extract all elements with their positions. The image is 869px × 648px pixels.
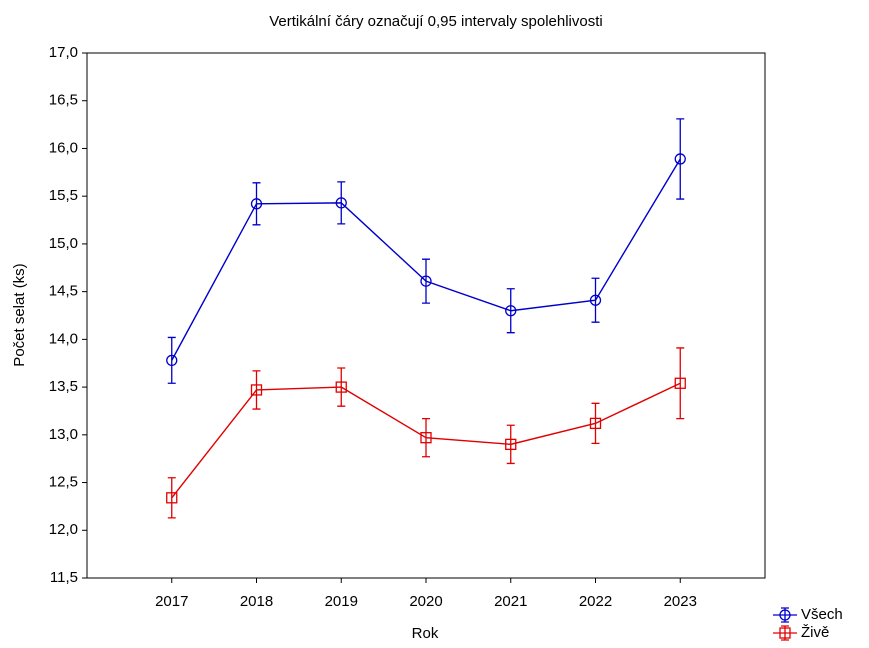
y-tick-label: 12,5	[49, 474, 78, 491]
error-bar	[422, 417, 430, 458]
error-bar	[252, 370, 261, 410]
error-bar	[506, 288, 515, 334]
marker	[674, 153, 686, 165]
x-tick-label: 2020	[409, 593, 442, 610]
y-tick-label: 15,5	[49, 187, 78, 204]
error-bar	[337, 181, 346, 225]
legend-line	[773, 625, 797, 641]
legend-label: Živě	[801, 624, 829, 641]
marker	[505, 438, 517, 451]
x-tick-label: 2019	[325, 593, 358, 610]
x-axis-label: Rok	[412, 625, 439, 642]
marker	[505, 305, 517, 317]
x-tick-label: 2021	[494, 593, 527, 610]
marker	[589, 294, 602, 306]
y-tick-label: 14,5	[49, 283, 78, 300]
marker	[335, 381, 347, 393]
error-bar	[337, 367, 346, 407]
marker	[779, 627, 791, 639]
marker	[420, 432, 432, 444]
y-tick-label: 17,0	[49, 44, 78, 61]
chart-title: Vertikální čáry označují 0,95 intervaly …	[269, 13, 603, 30]
legend-label: Všech	[801, 606, 843, 623]
error-bar	[167, 336, 176, 384]
y-tick-label: 14,0	[49, 330, 78, 347]
marker	[420, 275, 432, 287]
y-tick-label: 15,0	[49, 235, 78, 252]
marker	[250, 384, 263, 396]
x-tick-label: 2017	[155, 593, 188, 610]
x-tick-label: 2018	[240, 593, 273, 610]
error-bar	[591, 402, 600, 445]
marker	[250, 198, 263, 210]
x-tick-label: 2022	[579, 593, 612, 610]
y-tick-label: 12,0	[49, 521, 78, 538]
error-bar	[676, 347, 685, 420]
y-tick-label: 11,5	[50, 569, 78, 586]
marker	[166, 354, 178, 367]
error-bar	[422, 258, 430, 304]
marker	[779, 609, 791, 621]
y-axis-label: Počet selat (ks)	[11, 263, 28, 366]
marker	[166, 492, 178, 504]
error-bar	[252, 182, 261, 226]
x-tick-label: 2023	[664, 593, 697, 610]
marker	[674, 377, 686, 389]
error-bar	[506, 424, 515, 465]
y-tick-label: 16,5	[49, 92, 78, 109]
marker	[589, 417, 602, 430]
legend-line	[773, 607, 797, 623]
error-bar	[167, 477, 176, 519]
y-tick-label: 13,0	[49, 426, 78, 443]
y-tick-label: 13,5	[49, 378, 78, 395]
error-bar	[591, 277, 600, 323]
error-bar	[676, 118, 685, 200]
marker	[335, 197, 347, 209]
y-tick-label: 16,0	[49, 139, 78, 156]
